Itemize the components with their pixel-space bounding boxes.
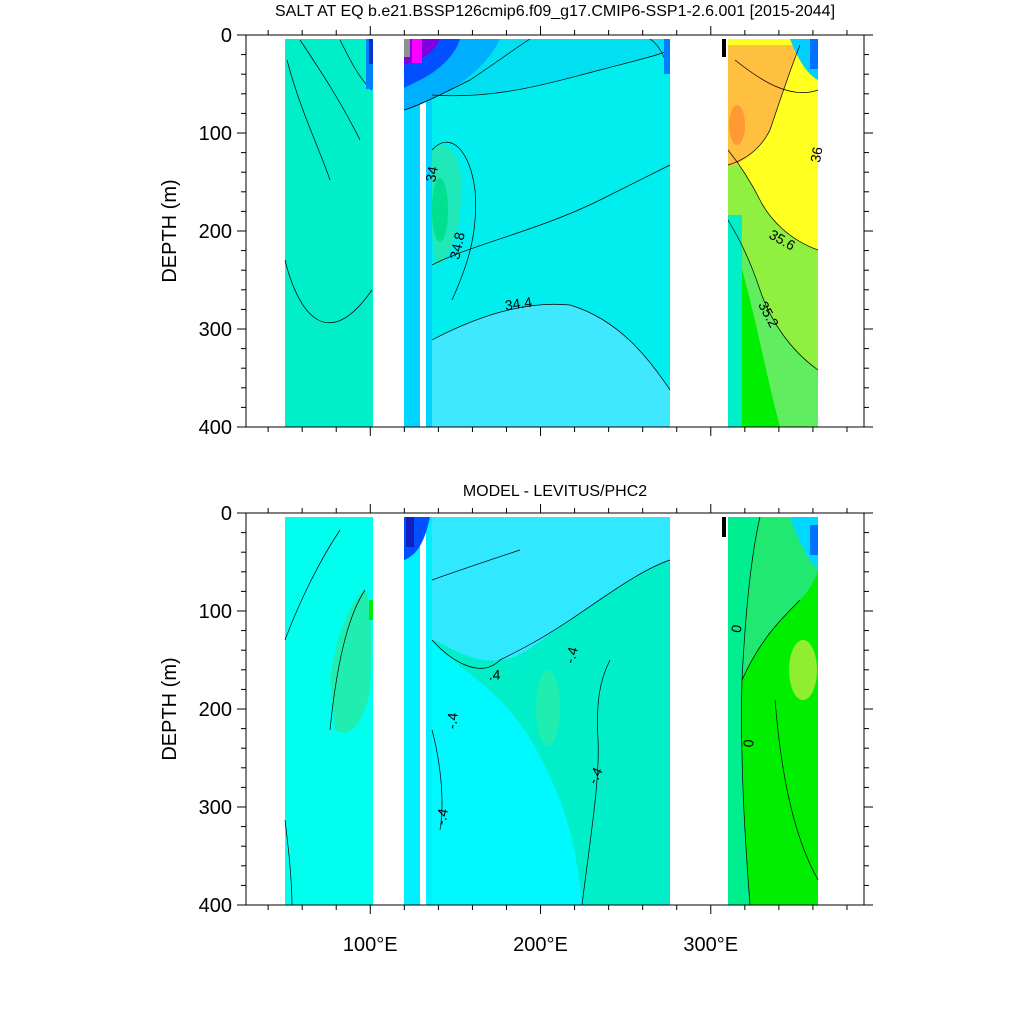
contour-label: 0	[728, 623, 745, 634]
atlantic-band-d	[728, 45, 800, 165]
x-tick-label: 200°E	[513, 934, 568, 956]
y-tick-label: 0	[221, 25, 232, 47]
warm-pool-magenta	[412, 39, 422, 63]
contour-label: .4	[489, 667, 501, 683]
panel2-xticks: 100°E 200°E 300°E	[267, 504, 848, 956]
pacific-diff-negative	[432, 517, 670, 661]
atlantic-contour-lines	[727, 44, 819, 371]
y-tick-label: 100	[199, 601, 232, 623]
pacific-contour-lines	[403, 38, 671, 391]
indian-contour-lines	[284, 39, 373, 323]
atlantic-diff-weak-band	[742, 517, 818, 680]
y-tick-label: 0	[221, 503, 232, 525]
y-tick-label: 300	[199, 797, 232, 819]
contour-label: 34.8	[446, 231, 467, 261]
pacific-diff-pos-cell	[536, 670, 560, 746]
atlantic-diff-east-core	[810, 525, 818, 555]
warm-pool-diff-neg-core	[406, 517, 414, 547]
contour-label: -.4	[443, 712, 460, 730]
panel2-yticks: 0 100 200 300 400	[199, 503, 873, 917]
panel2-contour-labels: 0 0 .4 -.4 -.4 -.4 -.4	[432, 623, 756, 826]
strait-diff-a	[404, 517, 420, 905]
strait-field-a	[404, 39, 420, 427]
pacific-east-fresh	[664, 39, 670, 74]
panel-salinity: SALT AT EQ b.e21.BSSP126cmip6.f09_g17.CM…	[159, 3, 873, 439]
contour-label: 0	[740, 739, 757, 748]
panel1-title: SALT AT EQ b.e21.BSSP126cmip6.f09_g17.CM…	[275, 3, 835, 20]
panel2-field	[284, 516, 819, 905]
y-tick-label: 100	[199, 123, 232, 145]
indian-diff-contours	[284, 529, 366, 905]
panel1-field	[284, 38, 819, 427]
contour-label: 34.4	[504, 294, 533, 314]
atlantic-coast-black	[722, 39, 726, 57]
atlantic-salty-core	[729, 105, 745, 145]
y-tick-label: 400	[199, 417, 232, 439]
panel-difference: MODEL - LEVITUS/PHC2	[159, 483, 873, 956]
pacific-salty-core	[432, 178, 448, 242]
strait-diff-b	[426, 517, 432, 905]
contour-label: -.4	[584, 765, 605, 787]
pacific-diff-tongue	[582, 640, 670, 905]
panel1-yticks: 0 100 200 300 400	[199, 25, 873, 439]
atlantic-diff-coast-black	[722, 517, 726, 537]
pacific-diff-contours	[431, 549, 671, 905]
panel1-xticks	[267, 26, 848, 436]
contour-label: 36	[807, 145, 825, 163]
atlantic-diff-contours	[741, 516, 819, 905]
contour-label: -.4	[561, 645, 581, 665]
panel1-y-axis-label: DEPTH (m)	[159, 179, 181, 282]
y-tick-label: 200	[199, 221, 232, 243]
pacific-lower-layer	[432, 304, 670, 427]
indian-ocean-field	[285, 39, 373, 427]
indian-diff-positive	[330, 590, 372, 733]
atlantic-diff-west	[728, 517, 760, 905]
panel2-title: MODEL - LEVITUS/PHC2	[463, 483, 647, 500]
atlantic-diff-pos-cell	[789, 640, 817, 700]
indian-fresh-core	[369, 39, 373, 64]
indian-diff-green	[369, 600, 373, 620]
atlantic-west-edge	[728, 215, 742, 427]
pacific-diff-neg-deep	[432, 640, 582, 905]
warm-pool-grey	[404, 39, 410, 57]
x-tick-label: 300°E	[683, 934, 738, 956]
y-tick-label: 200	[199, 699, 232, 721]
strait-field-b	[426, 39, 432, 427]
y-tick-label: 400	[199, 895, 232, 917]
atlantic-east-core	[810, 39, 818, 69]
contour-label: 34	[422, 165, 440, 183]
panel2-y-axis-label: DEPTH (m)	[159, 657, 181, 760]
y-tick-label: 300	[199, 319, 232, 341]
x-tick-label: 100°E	[343, 934, 398, 956]
contour-label: -.4	[432, 807, 451, 826]
